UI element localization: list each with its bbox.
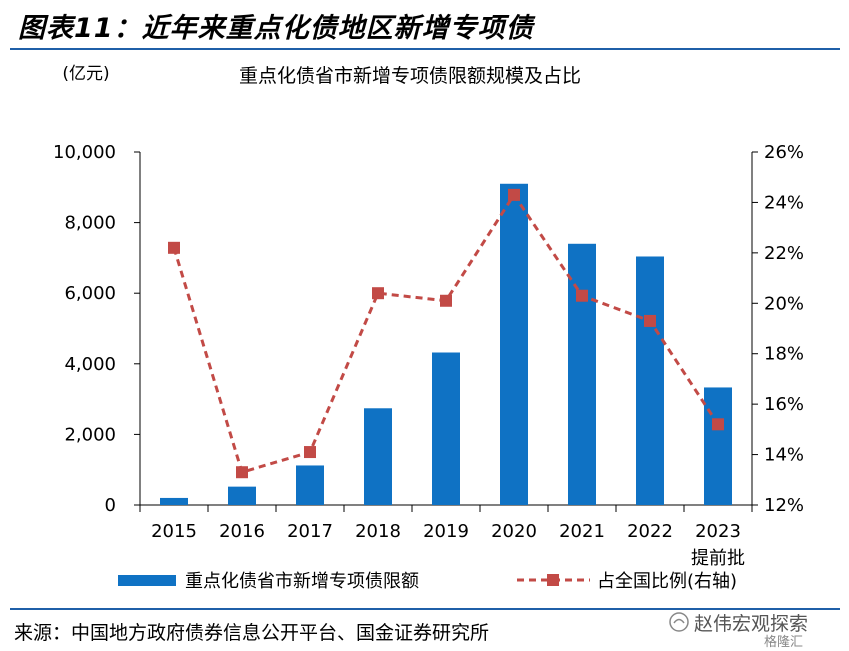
- x-tick-label: 2023: [695, 521, 741, 542]
- chart-title: 重点化债省市新增专项债限额规模及占比: [239, 65, 581, 87]
- x-tick-label: 2020: [491, 521, 537, 542]
- line-marker: [440, 294, 452, 307]
- x-tick-label: 2022: [627, 521, 673, 542]
- bar: [432, 352, 460, 505]
- bar: [296, 465, 324, 505]
- legend-line-marker: [547, 574, 559, 586]
- line-marker: [236, 466, 248, 479]
- bar: [228, 486, 256, 505]
- bar: [500, 183, 528, 505]
- line-marker: [576, 289, 588, 302]
- figure-title: 图表11：近年来重点化债地区新增专项债: [18, 13, 534, 44]
- y-right-tick-label: 18%: [764, 344, 804, 365]
- watermark-logo-icon: [669, 612, 689, 632]
- bar: [364, 408, 392, 505]
- y-left-tick-label: 8,000: [64, 213, 116, 234]
- line-marker: [304, 446, 316, 459]
- y-left-unit-label: (亿元): [62, 64, 109, 84]
- x-tick-label: 2015: [151, 521, 197, 542]
- y-right-tick-label: 14%: [764, 445, 804, 466]
- bar: [568, 243, 596, 505]
- x-tick-label: 2017: [287, 521, 333, 542]
- legend: 重点化债省市新增专项债限额 占全国比例(右轴): [118, 571, 737, 592]
- line-marker: [712, 418, 724, 431]
- bar: [636, 256, 664, 505]
- legend-bar-swatch: [118, 575, 176, 586]
- line-marker: [372, 287, 384, 300]
- bar: [160, 497, 188, 505]
- x-tick-sublabel: 提前批: [691, 548, 745, 569]
- bar: [704, 387, 732, 505]
- title-rule: [10, 48, 840, 50]
- y-right-tick-label: 12%: [764, 495, 804, 516]
- y-right-tick-label: 26%: [764, 142, 804, 163]
- y-left-tick-label: 6,000: [64, 283, 116, 304]
- line-marker: [644, 314, 656, 327]
- y-right-tick-label: 20%: [764, 293, 804, 314]
- y-left-tick-label: 4,000: [64, 354, 116, 375]
- legend-line-label: 占全国比例(右轴): [597, 571, 737, 592]
- source-note: 来源：中国地方政府债券信息公开平台、国金证券研究所: [14, 622, 490, 644]
- x-tick-label: 2021: [559, 521, 605, 542]
- watermark-text: 赵伟宏观探索: [694, 613, 809, 635]
- line-marker: [508, 188, 520, 201]
- y-left-tick-label: 0: [105, 495, 116, 516]
- legend-bar-label: 重点化债省市新增专项债限额: [185, 571, 419, 592]
- x-tick-label: 2016: [219, 521, 265, 542]
- y-left-tick-label: 10,000: [53, 142, 116, 163]
- chart: (亿元) 重点化债省市新增专项债限额规模及占比 0 2,000 4,000 6,000…: [53, 64, 804, 592]
- y-right-tick-label: 24%: [764, 192, 804, 213]
- watermark-sub: 格隆汇: [764, 635, 804, 650]
- y-right-tick-label: 16%: [764, 394, 804, 415]
- y-left-tick-label: 2,000: [64, 424, 116, 445]
- line-marker: [168, 241, 180, 254]
- x-tick-label: 2018: [355, 521, 401, 542]
- y-right-tick-label: 22%: [764, 243, 804, 264]
- bottom-rule: [10, 608, 840, 610]
- x-tick-label: 2019: [423, 521, 469, 542]
- plot-area: 0 2,000 4,000 6,000 8,000 10,000 12% 14% 16% 18% 2…: [53, 142, 804, 569]
